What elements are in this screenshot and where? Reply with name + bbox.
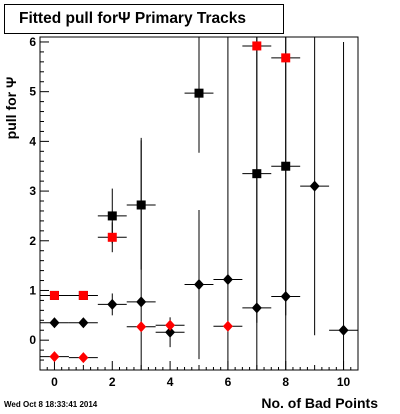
data-point-square: [281, 53, 291, 63]
y-tick-label: 5: [29, 85, 36, 99]
data-point-diamond: [280, 290, 291, 302]
data-point-diamond: [251, 302, 262, 314]
data-point-square: [136, 200, 146, 210]
x-tick-label: 0: [51, 375, 58, 389]
data-point-square: [49, 290, 59, 300]
data-point-square: [252, 169, 262, 179]
y-tick-label: 4: [29, 134, 36, 148]
data-point-square: [107, 211, 117, 221]
y-tick-label: 6: [29, 35, 36, 49]
data-point-diamond: [165, 326, 176, 338]
x-tick-label: 2: [109, 375, 116, 389]
data-point-diamond: [136, 321, 147, 333]
data-markers: [49, 41, 349, 364]
x-tick-label: 10: [337, 375, 351, 389]
y-tick-label: 3: [29, 184, 36, 198]
x-axis-label: No. of Bad Points: [261, 395, 378, 411]
error-bars: [40, 37, 358, 370]
data-point-diamond: [222, 274, 233, 286]
data-point-diamond: [78, 352, 89, 364]
data-point-diamond: [49, 351, 60, 363]
data-point-square: [252, 41, 262, 51]
data-point-diamond: [49, 317, 60, 329]
data-point-square: [194, 88, 204, 98]
y-tick-label: 2: [29, 234, 36, 248]
y-tick-label: 0: [29, 333, 36, 347]
y-axis-label: pull for Ψ: [3, 77, 19, 140]
data-point-diamond: [136, 296, 147, 308]
chart-title: Fitted pull forΨ Primary Tracks: [19, 10, 247, 27]
data-point-diamond: [107, 298, 118, 310]
data-point-diamond: [165, 319, 176, 331]
data-point-diamond: [338, 324, 349, 336]
data-point-diamond: [222, 320, 233, 332]
data-point-diamond: [309, 180, 320, 192]
chart-title-box: Fitted pull forΨ Primary Tracks: [4, 4, 284, 34]
x-tick-label: 6: [225, 375, 232, 389]
axes: 0 2 4 6 8 10 0 1 2 3 4 5 6: [29, 35, 359, 389]
y-tick-label: 1: [29, 283, 36, 297]
data-point-square: [107, 232, 117, 242]
x-tick-label: 4: [167, 375, 174, 389]
data-point-diamond: [78, 317, 89, 329]
data-point-square: [78, 290, 88, 300]
data-point-diamond: [194, 279, 204, 291]
x-tick-label: 8: [282, 375, 289, 389]
footer-timestamp: Wed Oct 8 18:33:41 2014: [4, 400, 98, 409]
data-point-square: [281, 161, 291, 171]
